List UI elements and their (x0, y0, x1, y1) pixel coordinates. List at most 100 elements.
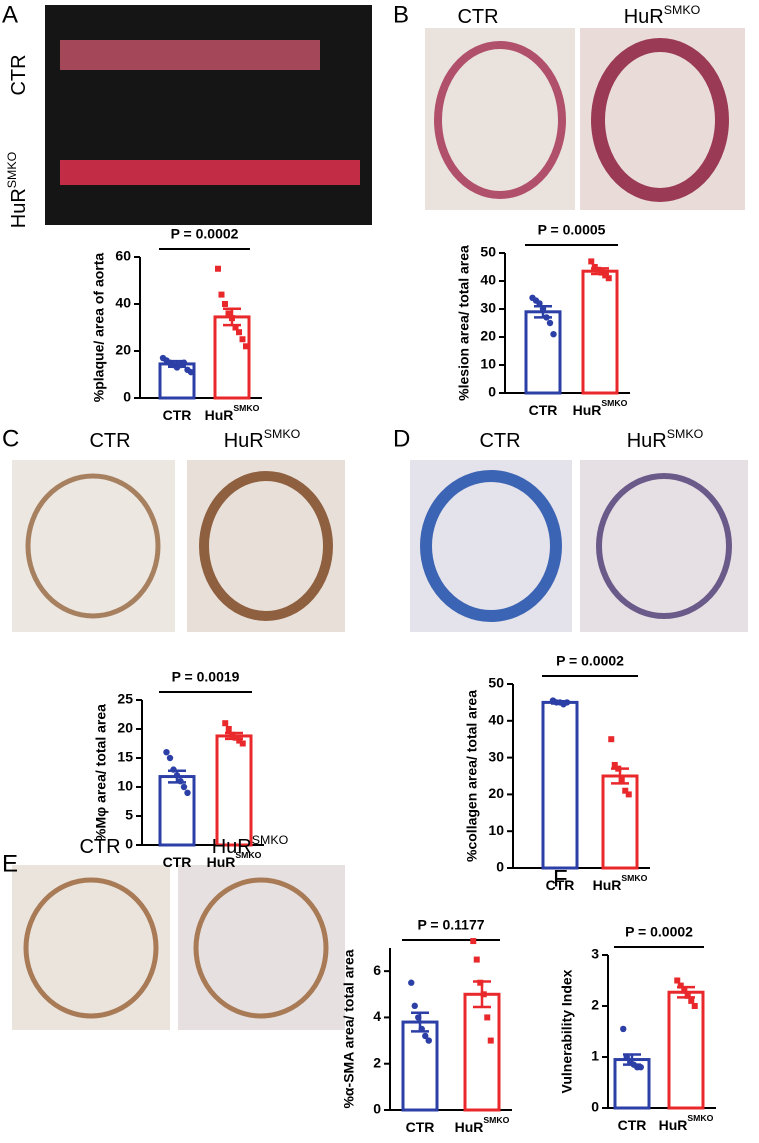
x-tick-label-base: HuR (455, 1119, 484, 1135)
data-point (691, 1003, 698, 1009)
image-label-sup: SMKO (5, 151, 19, 188)
image-label: CTR (79, 836, 120, 858)
y-tick-label: 20 (488, 785, 504, 801)
data-point (688, 997, 695, 1004)
aorta-hur (60, 160, 360, 185)
y-tick-label: 10 (480, 356, 496, 372)
data-point (236, 329, 242, 336)
data-point (615, 765, 622, 772)
image-label: HuRSMKO (224, 427, 301, 452)
data-point (222, 301, 228, 307)
data-point (622, 787, 629, 794)
x-tick-label-sup: SMKO (621, 873, 647, 883)
y-tick-label: 6 (373, 962, 381, 978)
data-point (218, 291, 225, 298)
x-tick-label-sup: SMKO (233, 403, 259, 413)
y-tick-label: 20 (480, 328, 496, 344)
y-tick-label: 0 (123, 389, 131, 405)
lesion (434, 41, 566, 199)
image-label: HuRSMKO (624, 3, 701, 28)
y-tick-label: 0 (125, 836, 133, 852)
data-point (411, 1002, 418, 1010)
lesion (23, 877, 159, 1019)
panel-letter: B (393, 1, 409, 28)
data-point (473, 956, 480, 963)
y-tick-label: 0 (373, 1101, 381, 1117)
data-point (177, 778, 184, 785)
data-point (180, 359, 188, 366)
y-tick-label: 3 (591, 946, 599, 962)
data-point (620, 1025, 627, 1033)
bar (158, 775, 196, 847)
data-point (163, 749, 170, 756)
image-label-sup: SMKO (664, 3, 701, 17)
data-point (563, 699, 571, 706)
image-label-base: CTR (79, 836, 120, 858)
data-point (166, 754, 174, 762)
data-point (422, 1032, 429, 1040)
y-tick-label: 50 (480, 244, 496, 260)
image-label: HuRSMKO (627, 427, 704, 452)
data-point (415, 1014, 422, 1021)
data-point (550, 331, 557, 338)
image-label-base: HuR (212, 836, 252, 858)
image-e-hur (178, 865, 345, 1030)
image-label: CTR (479, 430, 520, 452)
data-point (546, 319, 554, 327)
aorta-ctr (60, 40, 320, 70)
y-axis-label: Vulnerability Index (559, 969, 575, 1093)
panel-letter: A (2, 1, 18, 28)
y-tick-label: 1 (591, 1048, 599, 1064)
y-axis-label: %collagen area/ total area (464, 690, 480, 862)
annotation: P = 0.0002 (171, 226, 239, 242)
image-c-ctr (12, 460, 175, 632)
image-label-base: CTR (457, 6, 498, 28)
data-point (618, 776, 625, 783)
image-label: CTR (8, 54, 30, 95)
data-point (229, 315, 235, 322)
y-tick-label: 25 (117, 691, 133, 707)
x-tick-label-base: HuR (207, 854, 236, 870)
lesion (25, 473, 161, 619)
data-point (173, 772, 181, 779)
y-tick-label: 0 (496, 859, 504, 875)
y-tick-label: 5 (125, 807, 133, 823)
y-tick-label: 0 (591, 1099, 599, 1115)
y-axis-label: %Mφ area/ total area (93, 704, 109, 841)
x-tick-label-base: CTR (546, 877, 575, 893)
data-point (598, 269, 605, 276)
lesion (596, 473, 732, 619)
data-point (470, 938, 477, 945)
image-label: HuRSMKO (5, 151, 30, 228)
image-label-base: CTR (8, 54, 30, 95)
bar (524, 310, 562, 395)
bar (463, 992, 501, 1112)
lesion (199, 471, 333, 621)
image-e-ctr (12, 865, 170, 1030)
data-point (605, 275, 612, 282)
x-tick-label-base: CTR (406, 1119, 435, 1135)
data-point (625, 791, 632, 798)
image-label-base: HuR (224, 430, 264, 452)
y-axis-label: %lesion area/ total area (456, 245, 472, 401)
lesion (193, 877, 329, 1019)
y-tick-label: 60 (115, 248, 131, 264)
data-point (484, 1014, 491, 1021)
data-point (608, 736, 615, 743)
data-point (591, 264, 598, 270)
x-tick-label-base: CTR (618, 1117, 647, 1133)
y-tick-label: 40 (115, 295, 131, 311)
bar (667, 990, 705, 1110)
image-label-sup: SMKO (264, 427, 301, 441)
y-tick-label: 40 (488, 712, 504, 728)
x-tick-label-sup: SMKO (483, 1115, 509, 1125)
data-point (677, 982, 684, 989)
data-point (588, 258, 595, 265)
image-label-base: CTR (89, 430, 130, 452)
image-label-sup: SMKO (667, 427, 704, 441)
image-label: HuRSMKO (212, 833, 289, 858)
data-point (487, 1037, 494, 1044)
bar (215, 734, 253, 847)
y-tick-label: 20 (117, 720, 133, 736)
